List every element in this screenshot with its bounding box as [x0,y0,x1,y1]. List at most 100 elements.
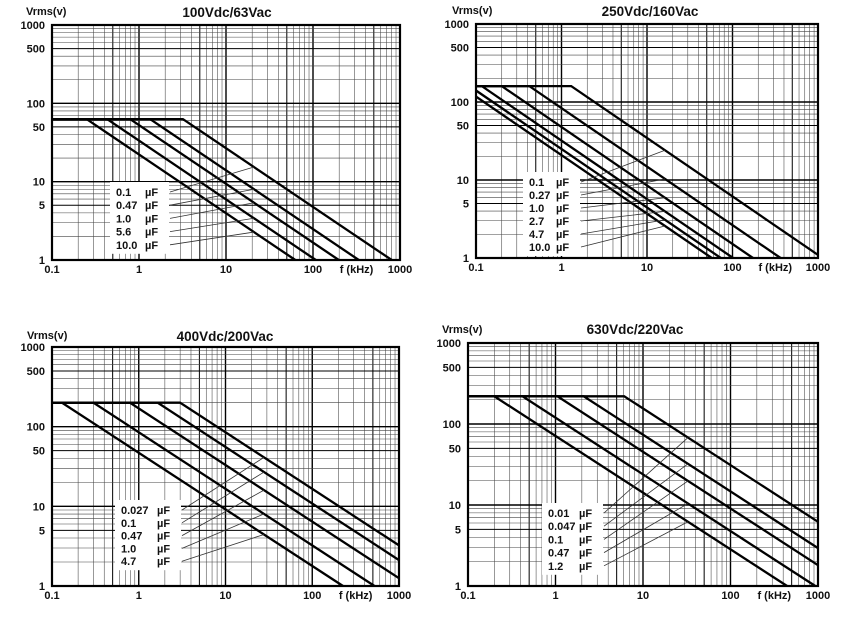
curves [52,117,393,261]
legend-unit: µF [145,227,158,239]
plot-border [474,22,820,260]
chart-title: 250Vdc/160Vac [602,4,699,19]
legend-value: 10.0 [116,240,137,252]
legend-leader-line [580,219,666,235]
y-tick-label: 10 [33,177,45,189]
legend-value: 0.01 [548,508,569,520]
x-tick-label: 0.1 [468,262,483,274]
x-axis-label: f (kHz) [758,262,792,274]
legend-leader-line [580,197,666,209]
y-tick-label: 50 [33,446,45,458]
legend-value: 0.1 [548,534,563,546]
legend-leader-line [580,149,666,183]
plot-border [50,23,402,262]
legend-unit: µF [556,203,569,215]
y-tick-label: 10 [33,501,45,513]
legend-unit: µF [556,242,569,254]
legend-unit: µF [556,177,569,189]
legend-unit: µF [145,240,158,252]
legend-value: 1.0 [116,213,131,225]
legend-value: 0.47 [116,200,137,212]
curve-4.7uF [52,401,344,587]
legend-box [542,503,603,575]
y-tick-label: 100 [443,419,461,431]
y-tick-label: 1 [463,253,469,265]
legend-value: 2.7 [529,216,544,228]
x-tick-label: 1 [552,590,558,602]
legend-unit: µF [157,531,170,543]
y-axis-label: Vrms(v) [27,330,68,342]
legend-unit: µF [579,548,592,560]
curve-4.7uF [475,89,722,259]
y-tick-label: 5 [455,524,461,536]
legend-unit: µF [579,508,592,520]
y-tick-label: 50 [457,120,469,132]
y-tick-label: 100 [27,98,45,110]
legend-value: 10.0 [529,242,550,254]
y-tick-label: 1 [39,581,45,593]
plot-border [50,345,401,588]
legend-leader-line [603,480,689,540]
legend-leader-line [580,225,666,248]
grid [467,342,819,587]
y-tick-label: 100 [451,97,469,109]
y-tick-label: 500 [27,366,45,378]
legend-unit: µF [556,216,569,228]
legend-unit: µF [157,518,170,530]
y-tick-label: 1 [455,581,461,593]
curves [52,401,400,587]
y-tick-label: 10 [457,175,469,187]
legend-value: 4.7 [529,229,544,241]
legend-leader-line [169,217,255,232]
x-tick-label: 100 [303,590,321,602]
legend-leader-line [603,437,689,514]
x-tick-label: 10 [641,262,653,274]
legend-value: 1.0 [121,543,136,555]
legend-leader-line [181,534,265,562]
legend-value: 0.1 [121,518,136,530]
y-tick-label: 1000 [21,20,45,32]
curve-1.0uF [476,84,754,259]
x-tick-label: 10 [220,264,232,276]
legend-unit: µF [579,521,592,533]
chart-100vdc-63vac: 0.1 µF 0.47 µF 1.0 µF 5.6 µF 10.0 µF 100Vdc/63Vac V… [21,5,413,276]
legend-unit: µF [579,561,592,573]
legend-leader-line [603,503,689,553]
legend-unit: µF [145,200,158,212]
x-tick-label: 1 [136,590,142,602]
y-tick-label: 50 [33,122,45,134]
legend-unit: µF [145,213,158,225]
legend-unit: µF [157,505,170,517]
legend-leader-line [181,489,265,536]
x-tick-label: 100 [304,264,322,276]
curve-1.0uF [52,401,376,587]
grid [51,346,400,587]
curve-2.7uF [476,84,734,259]
legend-value: 0.027 [121,505,149,517]
legend-unit: µF [556,190,569,202]
legend-unit: µF [157,543,170,555]
legend-leader-line [603,521,689,567]
legend-leader-line [181,457,265,511]
legend-value: 0.27 [529,190,550,202]
chart-title: 100Vdc/63Vac [182,5,272,20]
plot-border [466,341,820,588]
legend-box [110,182,169,254]
y-tick-label: 5 [463,198,469,210]
legend-leader-line [169,231,255,246]
y-tick-label: 5 [39,200,45,212]
legend-leader-line [181,513,265,549]
legend-box [523,172,580,256]
y-tick-label: 1000 [445,19,469,31]
x-tick-label: 100 [721,590,739,602]
x-tick-label: 0.1 [460,590,475,602]
legend-leader-line [169,202,255,219]
x-tick-label: 1 [558,262,564,274]
grid [51,24,401,261]
y-tick-label: 1000 [21,342,45,354]
curve-1.2uF [468,395,788,587]
x-axis-label: f (kHz) [340,264,374,276]
x-tick-label: 100 [723,262,741,274]
